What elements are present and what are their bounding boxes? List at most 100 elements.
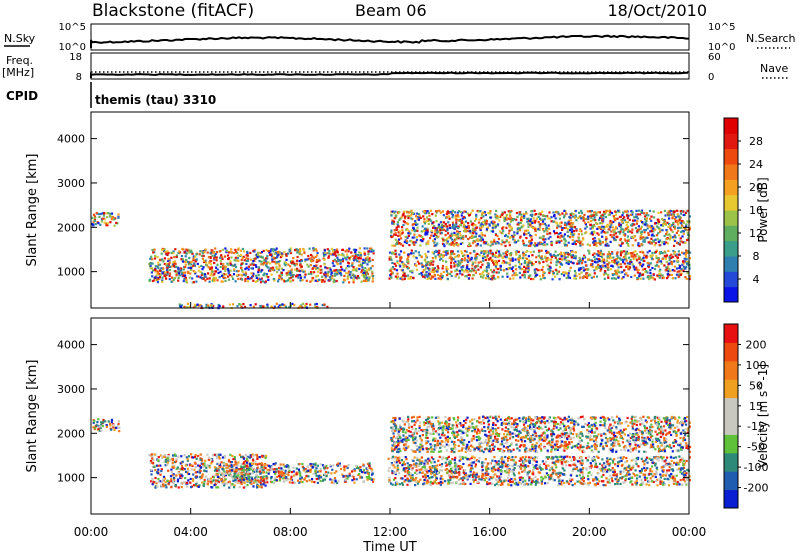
data-cell: [521, 257, 525, 260]
data-cell: [346, 466, 349, 469]
data-cell: [190, 249, 193, 252]
data-cell: [551, 278, 554, 281]
data-cell: [529, 223, 532, 226]
data-cell: [219, 453, 222, 456]
data-cell: [602, 253, 605, 256]
data-cell: [156, 273, 159, 276]
data-cell: [214, 247, 217, 250]
data-cell: [195, 475, 198, 478]
data-cell: [657, 258, 660, 262]
data-cell: [538, 249, 541, 252]
data-cell: [356, 260, 359, 263]
data-cell: [212, 476, 215, 479]
data-cell: [485, 256, 488, 259]
data-cell: [633, 235, 636, 238]
data-cell: [682, 260, 685, 263]
data-cell: [157, 261, 160, 264]
data-cell: [161, 280, 164, 284]
data-cell: [616, 263, 619, 266]
data-cell: [493, 254, 496, 257]
data-cell: [371, 270, 374, 273]
data-cell: [537, 212, 540, 215]
data-cell: [216, 263, 219, 266]
data-cell: [440, 253, 443, 257]
data-cell: [289, 280, 292, 283]
data-cell: [396, 277, 399, 280]
data-cell: [362, 469, 365, 472]
data-cell: [261, 256, 264, 259]
data-cell: [654, 242, 657, 245]
data-cell: [457, 255, 460, 258]
data-cell: [615, 211, 618, 214]
data-cell: [501, 239, 504, 242]
data-cell: [479, 244, 482, 247]
data-cell: [168, 278, 171, 281]
data-cell: [676, 256, 680, 259]
data-cell: [566, 227, 569, 231]
data-cell: [513, 239, 516, 242]
data-cell: [428, 276, 431, 280]
data-cell: [453, 243, 456, 246]
data-cell: [509, 236, 512, 239]
data-cell: [313, 265, 316, 268]
data-cell: [639, 227, 642, 230]
data-cell: [527, 276, 530, 279]
data-cell: [554, 255, 557, 258]
data-cell: [192, 259, 195, 262]
data-cell: [434, 277, 437, 280]
data-cell: [244, 480, 247, 483]
data-cell: [459, 242, 463, 245]
data-cell: [558, 278, 561, 281]
data-cell: [546, 243, 549, 246]
data-cell: [279, 306, 282, 309]
data-cell: [503, 261, 506, 264]
data-cell: [598, 218, 601, 221]
data-cell: [677, 223, 680, 226]
data-cell: [502, 252, 505, 255]
data-cell: [149, 461, 152, 464]
data-cell: [562, 255, 565, 258]
data-cell: [533, 209, 536, 212]
data-cell: [156, 471, 159, 474]
data-cell: [550, 258, 553, 261]
data-cell: [337, 253, 340, 256]
data-cell: [208, 305, 211, 308]
data-cell: [185, 260, 188, 263]
data-cell: [532, 219, 535, 222]
data-cell: [562, 252, 565, 255]
data-cell: [600, 231, 603, 234]
data-cell: [390, 273, 393, 276]
data-cell: [514, 264, 517, 267]
data-cell: [515, 252, 518, 255]
data-cell: [277, 253, 280, 256]
data-cell: [172, 454, 175, 457]
data-cell: [404, 275, 407, 278]
data-cell: [222, 263, 225, 266]
data-cell: [664, 269, 667, 272]
data-cell: [425, 260, 428, 263]
data-cell: [499, 268, 502, 271]
data-cell: [183, 278, 186, 281]
data-cell: [509, 220, 512, 223]
data-cell: [246, 483, 249, 487]
data-cell: [636, 259, 639, 262]
data-cell: [327, 471, 330, 474]
data-cell: [252, 470, 255, 474]
data-cell: [663, 209, 666, 212]
data-cell: [263, 259, 266, 262]
data-cell: [627, 244, 630, 247]
data-cell: [394, 238, 397, 241]
data-cell: [663, 254, 666, 258]
data-cell: [225, 273, 228, 276]
data-cell: [432, 260, 435, 263]
data-cell: [657, 211, 660, 214]
data-cell: [458, 269, 461, 272]
data-cell: [214, 469, 217, 472]
data-cell: [184, 477, 187, 480]
data-cell: [453, 234, 456, 237]
data-cell: [91, 223, 94, 226]
data-cell: [259, 467, 262, 470]
data-cell: [296, 267, 299, 270]
data-cell: [159, 464, 162, 467]
data-cell: [390, 276, 393, 279]
